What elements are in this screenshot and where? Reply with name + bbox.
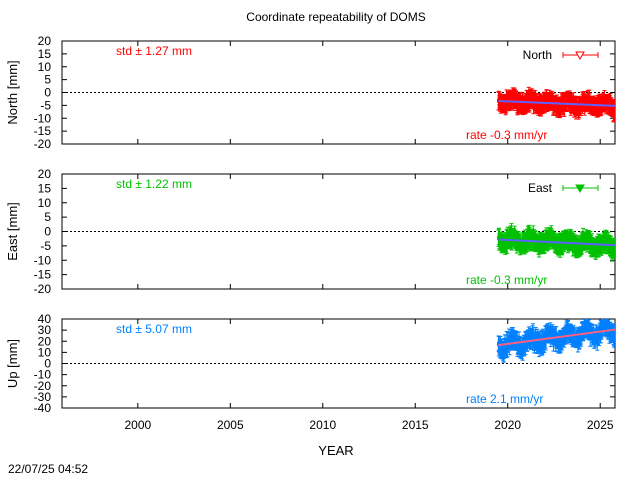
legend-label: East	[528, 181, 553, 195]
y-tick-label: 10	[38, 196, 52, 210]
y-tick-label: 0	[44, 357, 51, 371]
data-point	[534, 331, 538, 335]
data-point	[609, 101, 613, 105]
y-tick-label: 5	[44, 73, 51, 87]
y-tick-label: 20	[38, 334, 52, 348]
data-point	[529, 340, 533, 344]
data-point	[530, 332, 534, 336]
y-tick-label: -20	[34, 379, 52, 393]
y-tick-label: -20	[34, 282, 52, 296]
y-tick-label: -10	[34, 368, 52, 382]
y-tick-label: 40	[38, 312, 52, 326]
y-tick-label: 30	[38, 323, 52, 337]
legend-marker	[575, 51, 585, 61]
y-tick-label: 0	[44, 225, 51, 239]
y-tick-label: 10	[38, 345, 52, 359]
y-tick-label: -40	[34, 401, 52, 415]
y-tick-label: 15	[38, 47, 52, 61]
data-point	[554, 342, 558, 346]
data-point	[508, 102, 512, 106]
std-label: std ± 1.27 mm	[116, 44, 192, 58]
data-points	[496, 86, 615, 123]
data-point	[571, 330, 575, 334]
y-tick-label: -10	[34, 253, 52, 267]
trend-line	[498, 99, 616, 107]
data-point	[548, 334, 552, 338]
data-point	[594, 334, 598, 338]
y-tick-label: 20	[38, 167, 52, 181]
legend-label: North	[523, 48, 552, 62]
std-label: std ± 1.22 mm	[116, 177, 192, 191]
legend-marker	[575, 184, 585, 194]
y-tick-label: 10	[38, 60, 52, 74]
y-tick-label: -15	[34, 268, 52, 282]
rate-label: rate -0.3 mm/yr	[466, 273, 547, 287]
y-tick-label: -20	[34, 137, 52, 151]
data-point	[584, 321, 588, 325]
y-axis-label: North [mm]	[5, 60, 20, 124]
rate-label: rate -0.3 mm/yr	[466, 128, 547, 142]
y-axis-label: East [mm]	[5, 202, 20, 261]
data-point	[515, 338, 519, 342]
data-point	[577, 108, 581, 112]
y-tick-label: -10	[34, 111, 52, 125]
y-tick-label: -15	[34, 124, 52, 138]
data-points	[496, 319, 615, 363]
data-point	[499, 350, 503, 354]
y-tick-label: 20	[38, 34, 52, 48]
data-point	[558, 247, 562, 251]
y-tick-label: -30	[34, 390, 52, 404]
data-point	[531, 328, 535, 332]
data-point	[613, 108, 615, 112]
data-point	[553, 330, 557, 334]
data-point	[508, 344, 512, 348]
chart-title: Coordinate repeatability of DOMS	[246, 10, 425, 24]
y-tick-label: 0	[44, 86, 51, 100]
y-tick-label: -5	[40, 239, 51, 253]
y-tick-label: 5	[44, 210, 51, 224]
data-point	[613, 247, 615, 251]
y-tick-label: 15	[38, 181, 52, 195]
y-axis-label: Up [mm]	[5, 339, 20, 388]
y-tick-label: -5	[40, 98, 51, 112]
data-point	[579, 335, 583, 339]
data-point	[597, 247, 601, 251]
trend-line	[498, 238, 616, 247]
data-point	[595, 340, 599, 344]
